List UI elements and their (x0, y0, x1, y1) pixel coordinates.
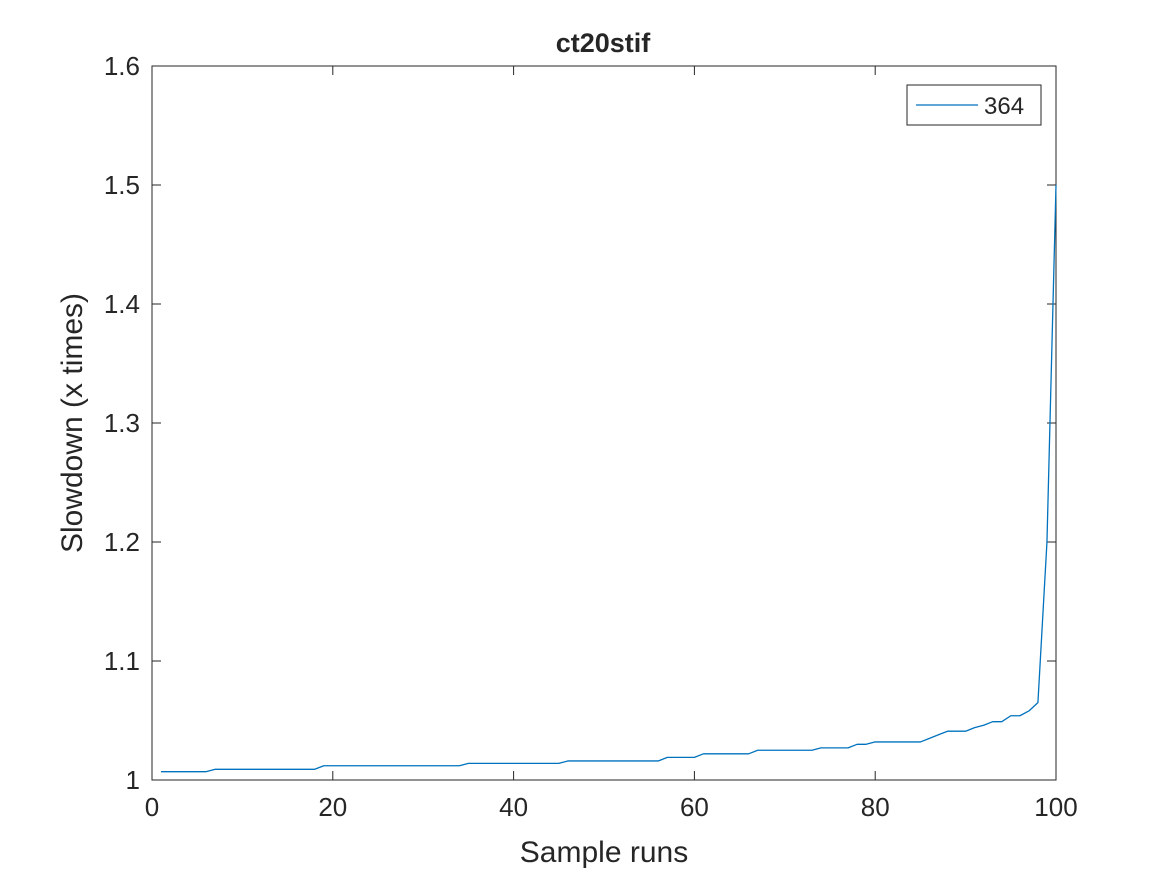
y-tick-label: 1.2 (104, 527, 140, 557)
legend: 364 (906, 84, 1042, 126)
x-tick-label: 0 (145, 792, 159, 822)
legend-label-364: 364 (984, 93, 1024, 120)
y-tick-label: 1.3 (104, 408, 140, 438)
y-tick-label: 1.1 (104, 646, 140, 676)
chart-title: ct20stif (556, 28, 652, 58)
x-tick-label: 40 (499, 792, 528, 822)
plot-area: 0 20 40 60 80 100 1 1.1 1.2 1.3 1.4 1.5 1.6 (104, 51, 1078, 822)
x-axis-label: Sample runs (520, 836, 688, 869)
x-tick-label: 20 (318, 792, 347, 822)
y-tick-label: 1.4 (104, 289, 140, 319)
y-tick-label: 1 (126, 765, 140, 795)
x-tick-label: 80 (861, 792, 890, 822)
y-tick-label: 1.5 (104, 170, 140, 200)
y-axis-label: Slowdown (x times) (56, 293, 89, 553)
x-axis: 0 20 40 60 80 100 (145, 66, 1078, 822)
plot-frame (151, 65, 1057, 781)
y-axis: 1 1.1 1.2 1.3 1.4 1.5 1.6 (104, 51, 1056, 795)
x-tick-label: 60 (680, 792, 709, 822)
x-tick-label: 100 (1034, 792, 1077, 822)
y-tick-label: 1.6 (104, 51, 140, 81)
series-layer (161, 184, 1057, 773)
series-line-364 (161, 184, 1057, 773)
